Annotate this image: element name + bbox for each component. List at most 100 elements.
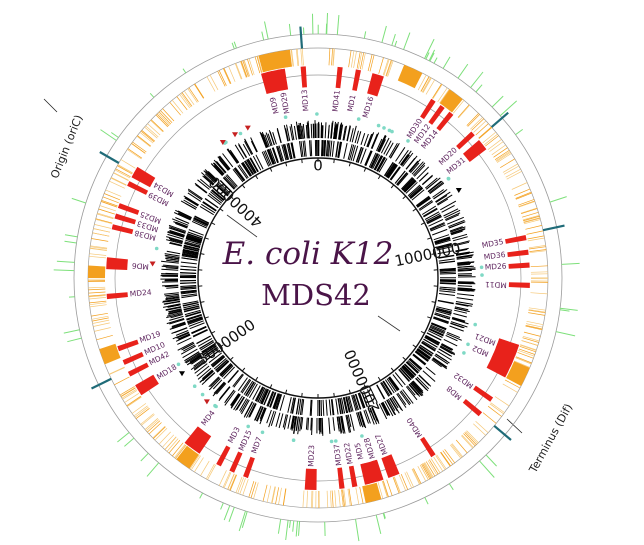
- scale-tick: [200, 253, 205, 255]
- gene-mark: [373, 155, 383, 171]
- gene-mark: [208, 352, 223, 364]
- gene-mark: [388, 143, 398, 158]
- feature-block: [258, 49, 292, 73]
- gene-mark: [306, 122, 309, 139]
- deletion-segment: [337, 467, 345, 489]
- gene-mark: [180, 345, 196, 355]
- feature-line: [528, 309, 546, 313]
- feature-line: [419, 464, 429, 480]
- feature-line: [500, 158, 515, 168]
- gene-mark: [166, 239, 183, 245]
- feature-line: [522, 214, 540, 221]
- feature-line: [429, 459, 439, 475]
- gene-mark: [440, 200, 457, 211]
- gene-mark: [335, 398, 339, 415]
- gene-mark: [358, 392, 365, 409]
- tick-mark: [355, 519, 360, 542]
- feature-line: [160, 110, 173, 124]
- gene-mark: [207, 194, 221, 205]
- gene-mark: [204, 173, 216, 184]
- gene-mark: [226, 174, 238, 187]
- gene-mark: [260, 132, 268, 148]
- feature-line: [103, 193, 121, 201]
- gene-mark: [322, 399, 325, 416]
- gene-mark: [213, 187, 226, 199]
- deletion-label: MD1: [345, 94, 357, 113]
- gene-mark: [439, 269, 456, 272]
- gene-mark: [180, 200, 197, 210]
- gene-mark: [197, 367, 212, 380]
- feature-line: [523, 217, 540, 223]
- gene-mark: [454, 309, 468, 314]
- gene-mark: [380, 382, 390, 397]
- gene-mark: [394, 372, 406, 386]
- gene-mark: [369, 387, 378, 403]
- gene-mark: [171, 327, 188, 334]
- feature-line: [522, 337, 539, 343]
- gene-mark: [423, 338, 438, 348]
- gene-mark: [252, 385, 261, 400]
- gene-mark: [264, 150, 272, 166]
- gene-mark: [202, 344, 217, 354]
- feature-line: [464, 432, 477, 446]
- tick-mark: [425, 52, 430, 60]
- gene-mark: [389, 143, 400, 159]
- gene-mark: [187, 317, 203, 324]
- scale-tick: [269, 167, 273, 172]
- gene-mark: [355, 393, 362, 410]
- feature-line: [440, 451, 451, 467]
- deletion-label: MD41: [330, 89, 341, 112]
- gene-mark: [349, 144, 355, 161]
- feature-line: [94, 327, 111, 332]
- gene-mark: [239, 398, 248, 411]
- gene-mark: [409, 383, 419, 396]
- tick-mark: [424, 38, 435, 59]
- feature-line: [158, 431, 171, 445]
- feature-line: [235, 476, 243, 494]
- gene-mark: [192, 329, 208, 338]
- gene-mark: [191, 356, 203, 365]
- deletion-segment: [114, 213, 136, 225]
- gene-mark: [166, 318, 185, 325]
- scale-tick: [219, 208, 224, 212]
- gene-mark: [219, 363, 232, 375]
- gene-mark: [433, 190, 446, 200]
- gene-mark: [418, 345, 433, 356]
- scale-tick: [204, 237, 209, 240]
- gene-mark: [182, 302, 199, 307]
- feature-line: [256, 56, 262, 73]
- tick-mark: [264, 21, 269, 40]
- gene-mark: [414, 351, 429, 362]
- gene-mark: [310, 399, 313, 416]
- gene-mark: [165, 306, 182, 311]
- gene-mark: [401, 177, 414, 190]
- gene-mark: [428, 328, 444, 337]
- gene-mark: [425, 335, 440, 344]
- gene-mark: [400, 390, 412, 404]
- feature-line: [96, 334, 113, 341]
- feature-line: [126, 396, 142, 407]
- feature-line: [166, 438, 179, 452]
- gene-mark: [191, 326, 207, 334]
- gene-mark: [259, 407, 266, 422]
- gene-mark: [258, 388, 267, 404]
- gene-mark: [283, 125, 289, 142]
- gene-mark: [436, 306, 453, 311]
- gene-mark: [431, 359, 442, 368]
- gene-mark: [437, 250, 454, 255]
- gene-mark: [169, 226, 186, 233]
- feature-line: [385, 59, 392, 77]
- feature-line: [145, 125, 159, 138]
- rna-dot: [315, 112, 319, 116]
- gene-mark: [234, 167, 246, 181]
- feature-line: [484, 133, 498, 146]
- feature-line: [482, 131, 497, 144]
- gene-mark: [455, 247, 469, 252]
- gene-mark: [384, 379, 395, 394]
- feature-line: [529, 250, 547, 254]
- gene-mark: [210, 354, 224, 366]
- gene-mark: [182, 253, 198, 257]
- tick-mark: [63, 329, 80, 334]
- gene-mark: [298, 122, 302, 140]
- feature-line: [92, 317, 109, 322]
